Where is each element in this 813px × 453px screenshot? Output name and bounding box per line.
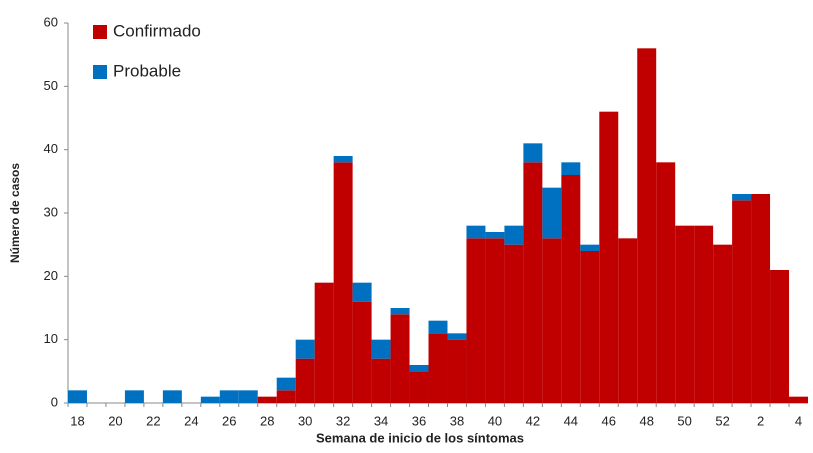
legend-swatch (93, 25, 107, 39)
bar-segment (751, 194, 771, 403)
bar-segment (523, 162, 543, 403)
y-tick-label: 30 (44, 204, 58, 219)
bar-segment (732, 194, 752, 201)
bar-segment (485, 232, 505, 239)
bar-segment (523, 143, 543, 163)
bar-segment (352, 301, 372, 403)
bar-segment (295, 358, 315, 403)
legend-label: Confirmado (113, 21, 201, 40)
x-tick-label: 46 (602, 413, 616, 428)
bar-segment (447, 339, 467, 403)
x-tick-label: 36 (412, 413, 426, 428)
x-tick-label: 32 (336, 413, 350, 428)
bar-segment (789, 396, 808, 403)
bar-segment (542, 238, 562, 403)
bar-segment (580, 244, 600, 251)
bar-segment (390, 308, 410, 315)
bar-segment (656, 162, 676, 403)
y-tick-label: 0 (51, 394, 58, 409)
bar-segment (504, 244, 524, 403)
x-tick-label: 2 (757, 413, 764, 428)
bar-segment (162, 390, 182, 403)
bar-segment (637, 48, 657, 403)
y-tick-label: 20 (44, 268, 58, 283)
legend-swatch (93, 65, 107, 79)
bar-segment (447, 333, 467, 340)
bar-segment (466, 238, 486, 403)
bar-segment (238, 390, 258, 403)
x-tick-label: 24 (184, 413, 198, 428)
bar-segment (428, 333, 448, 403)
bar-segment (257, 396, 277, 403)
bar-segment (485, 238, 505, 403)
bar-segment (390, 314, 410, 403)
bar-segment (770, 270, 790, 403)
y-tick-label: 60 (44, 14, 58, 29)
x-tick-label: 42 (526, 413, 540, 428)
x-tick-label: 50 (677, 413, 691, 428)
y-tick-label: 40 (44, 141, 58, 156)
y-axis-label: Número de casos (8, 163, 22, 263)
bar-segment (504, 225, 524, 245)
bar-segment (409, 371, 429, 403)
bar-segment (542, 187, 562, 239)
x-axis-label: Semana de inicio de los síntomas (316, 430, 524, 445)
x-tick-label: 38 (450, 413, 464, 428)
bar-segment (68, 390, 87, 403)
bar-segment (713, 244, 733, 403)
bar-segment (561, 175, 581, 403)
bar-segment (428, 320, 448, 334)
bar-segment (371, 358, 391, 403)
x-tick-label: 20 (108, 413, 122, 428)
bar-segment (732, 200, 752, 403)
bar-segment (466, 225, 486, 239)
x-tick-label: 22 (146, 413, 160, 428)
bar-segment (599, 111, 619, 404)
bar-segment (276, 377, 296, 391)
x-tick-label: 52 (715, 413, 729, 428)
x-tick-label: 4 (795, 413, 802, 428)
x-tick-label: 18 (70, 413, 84, 428)
bar-segment (371, 339, 391, 359)
bar-segment (694, 225, 714, 403)
bar-segment (219, 390, 239, 403)
bar-segment (333, 162, 353, 403)
bar-segment (200, 396, 220, 403)
x-tick-label: 40 (488, 413, 502, 428)
bar-segment (409, 365, 429, 372)
bar-segment (124, 390, 144, 403)
bar-segment (333, 156, 353, 163)
bar-segment (561, 162, 581, 175)
bar-segment (352, 282, 372, 302)
x-tick-label: 48 (639, 413, 653, 428)
bar-segment (295, 339, 315, 359)
x-tick-label: 34 (374, 413, 388, 428)
bar-segment (314, 282, 334, 403)
bar-segment (675, 225, 695, 403)
legend-label: Probable (113, 61, 181, 80)
x-tick-label: 44 (564, 413, 578, 428)
y-tick-label: 10 (44, 331, 58, 346)
x-tick-label: 30 (298, 413, 312, 428)
x-tick-label: 26 (222, 413, 236, 428)
x-tick-label: 28 (260, 413, 274, 428)
y-tick-label: 50 (44, 78, 58, 93)
bar-segment (618, 238, 638, 403)
bar-segment (276, 390, 296, 403)
bar-segment (580, 251, 600, 403)
